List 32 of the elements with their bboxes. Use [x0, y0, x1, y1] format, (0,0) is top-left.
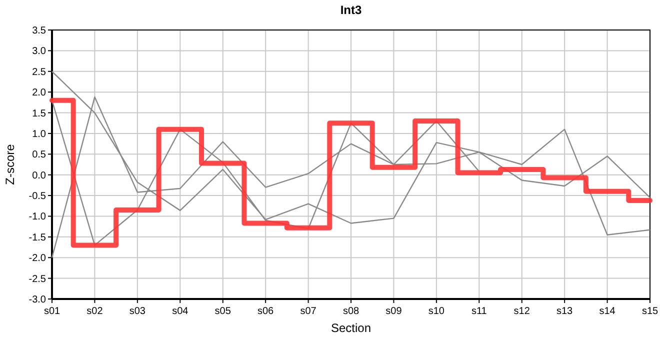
y-axis-title: Z-score [3, 144, 17, 185]
y-tick-label: 2.0 [32, 88, 46, 99]
y-tick-label: 3.0 [32, 46, 46, 58]
y-tick-label: -3.0 [28, 294, 46, 306]
y-tick-label: 3.5 [32, 26, 46, 36]
x-tick-label: s02 [86, 306, 104, 317]
x-tick-label: s12 [514, 306, 530, 317]
x-tick-label: s15 [642, 306, 658, 317]
y-tick-label: 1.5 [32, 108, 46, 120]
x-tick-label: s10 [428, 306, 445, 317]
y-tick-label: -0.5 [28, 191, 46, 202]
x-tick-label: s05 [214, 306, 232, 317]
x-tick-label: s06 [258, 306, 274, 317]
x-tick-label: s09 [386, 306, 402, 317]
y-tick-label: 2.5 [32, 66, 46, 78]
chart-title: Int3 [340, 3, 362, 17]
y-tick-label: -1.0 [28, 212, 46, 223]
y-tick-label: -1.5 [28, 232, 46, 244]
x-tick-label: s04 [172, 306, 189, 317]
x-tick-label: s08 [342, 306, 360, 317]
x-tick-label: s11 [471, 306, 488, 317]
y-tick-label: 0.0 [32, 170, 46, 182]
x-tick-label: s03 [129, 306, 146, 317]
y-tick-label: 0.5 [32, 150, 46, 161]
y-tick-label: -2.5 [28, 274, 46, 285]
y-tick-label: -2.0 [28, 253, 46, 264]
y-tick-label: 1.0 [32, 128, 46, 140]
x-tick-label: s13 [556, 306, 574, 317]
x-tick-label: s07 [300, 306, 317, 317]
x-tick-label: s01 [44, 306, 60, 317]
x-tick-label: s14 [599, 306, 616, 317]
x-axis-title: Section [330, 321, 372, 335]
